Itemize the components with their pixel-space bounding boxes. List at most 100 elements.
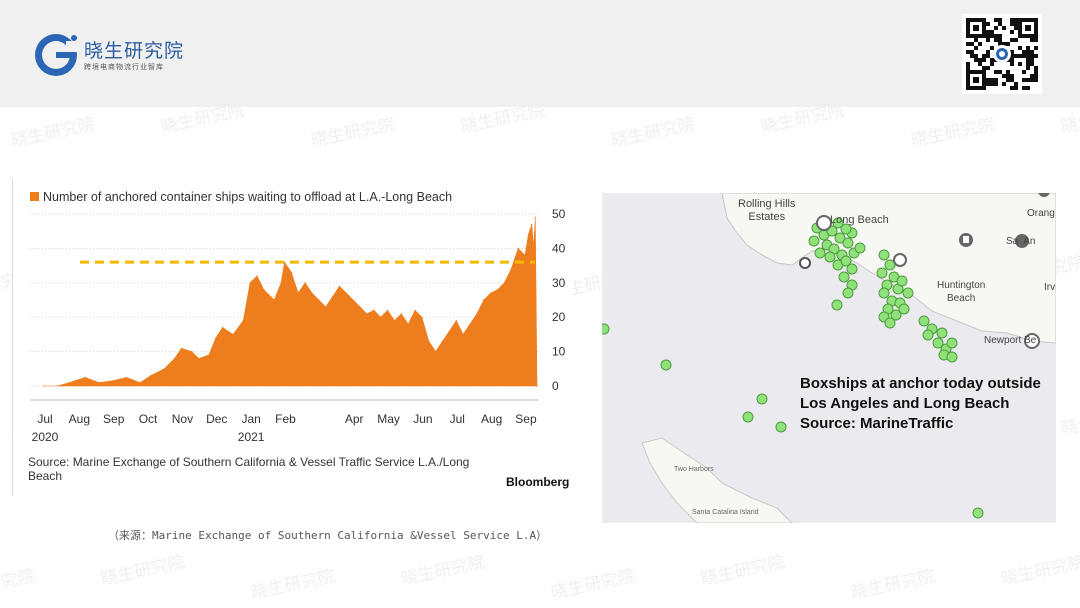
ship-marker-icon [946,337,958,349]
ship-marker-icon [742,411,754,423]
qr-cell [1010,54,1014,58]
qr-cell [1022,78,1026,82]
x-tick-label: Jun [413,412,432,426]
qr-cell [986,22,990,26]
area-point [531,223,533,225]
qr-cell [1026,62,1030,66]
qr-cell [1018,46,1022,50]
ship-marker-icon [840,255,852,267]
x-tick-label: Sep [515,412,537,426]
qr-cell [1034,78,1038,82]
ship-marker-icon [946,351,958,363]
area-point [74,380,76,382]
map-label-rolling-hills: Rolling Hills Estates [738,198,796,223]
area-point [208,354,210,356]
area-point [280,282,282,284]
area-point [366,313,368,315]
area-point [359,306,361,308]
area-series [44,217,538,387]
x-tick-label: May [377,412,400,426]
watermark-text: 晓生研究院 [849,566,937,604]
qr-cell [990,30,994,34]
area-point [338,285,341,287]
ship-marker-icon [824,251,836,263]
area-point [112,380,114,382]
x-tick-label: Feb [275,412,296,426]
qr-cell [1034,70,1038,74]
area-point [297,292,299,294]
ship-marker-icon [878,287,890,299]
watermark-text: 晓生研究院 [549,566,637,604]
qr-cell [998,42,1002,46]
qr-cell [994,18,998,22]
qr-cell [1022,50,1026,54]
qr-cell [978,58,982,62]
ship-marker-icon [932,337,944,349]
ship-marker-icon [842,287,854,299]
qr-cell [994,34,998,38]
ship-marker-icon [898,303,910,315]
qr-cell [998,34,1002,38]
qr-cell [990,58,994,62]
ship-marker-icon [831,299,843,311]
qr-cell [1018,62,1022,66]
x-tick-label: Aug [481,412,502,426]
ship-marker-icon [660,359,672,371]
qr-cell [1030,50,1034,54]
qr-cell [1026,50,1030,54]
ship-marker-icon [775,421,787,433]
watermark-text: 晓生研究院 [699,552,787,590]
qr-cell [1014,26,1018,30]
area-point [215,337,217,339]
anchored-ships-chart: Number of anchored container ships waiti… [30,190,566,444]
qr-cell [1026,78,1030,82]
ship-marker-icon [878,249,890,261]
map-annotation-line-3: Source: MarineTraffic [800,415,954,432]
area-point [149,375,152,377]
qr-cell [1034,74,1038,78]
watermark-text: 晓生研究院 [999,552,1080,590]
map-annotation: Boxships at anchor today outside Los Ang… [800,374,1041,434]
x-tick-label: Dec [206,412,227,426]
qr-cell [1010,50,1014,54]
area-point [414,309,416,311]
qr-cell [978,62,982,66]
qr-cell [1022,86,1026,90]
area-point [527,234,530,236]
qr-cell [970,42,974,46]
qr-cell [1026,46,1030,50]
area-point [180,347,182,349]
area-point [483,299,485,301]
area-point [139,382,141,384]
map-label-irvine: Irv [1044,282,1056,293]
area-point [534,216,536,218]
watermark-text: 晓生研究院 [309,114,397,152]
qr-cell [974,54,978,58]
area-point [536,385,538,387]
watermark-text: 晓生研究院 [249,566,337,604]
qr-cell [1002,42,1006,46]
qr-cell [978,42,982,46]
map-label-long-beach: Long Beach [830,214,889,226]
area-point [84,376,86,378]
x-tick-label: Aug [69,412,90,426]
qr-cell [990,62,994,66]
area-point [273,299,275,301]
catalina-island [641,437,793,523]
area-point [198,357,200,360]
qr-cell [986,34,990,38]
area-point [517,247,519,249]
qr-cell [986,54,990,58]
qr-cell [990,78,994,82]
area-point [503,282,505,284]
qr-cell [1002,82,1006,86]
ship-marker-icon [902,287,914,299]
ship-marker-icon [808,235,820,247]
x-tick-label: Jan [241,412,260,426]
area-point [325,306,327,308]
qr-cell [966,66,970,70]
qr-cell [1002,74,1006,78]
qr-cell [990,82,994,86]
qr-cell [998,22,1002,26]
area-point [263,289,265,291]
